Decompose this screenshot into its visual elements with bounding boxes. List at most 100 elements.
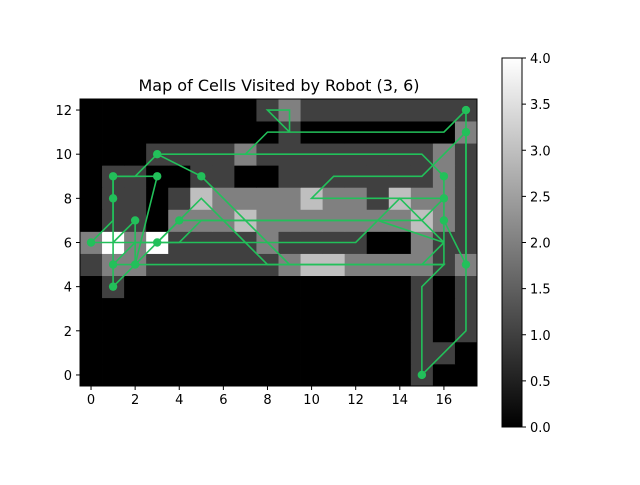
heatmap-cell (146, 275, 169, 299)
colorbar-bar (501, 57, 523, 428)
heatmap-cell (190, 363, 213, 387)
path-line (112, 175, 445, 265)
heatmap-cell (212, 121, 235, 144)
heatmap-cell (124, 319, 147, 343)
heatmap-cell (388, 341, 412, 365)
heatmap-cell (190, 297, 213, 321)
heatmap-cell (300, 341, 324, 365)
heatmap-cell (190, 121, 213, 144)
heatmap-cell (256, 319, 279, 343)
heatmap-cell (212, 275, 235, 299)
colorbar-tick-label: 2.5 (530, 190, 551, 205)
heatmap-cell (146, 99, 169, 122)
heatmap-cell (300, 297, 324, 321)
path-marker (108, 282, 118, 291)
heatmap-cell (146, 209, 169, 232)
heatmap-cell (300, 319, 324, 343)
heatmap-cell (344, 99, 368, 122)
x-tick-label: 8 (263, 393, 271, 408)
colorbar-tick-label: 3.5 (530, 98, 551, 113)
heatmap-cell (102, 143, 125, 166)
heatmap-cell (300, 363, 324, 387)
heatmap-cell (124, 341, 147, 365)
heatmap-cell (124, 143, 147, 166)
heatmap-cell (344, 363, 368, 387)
heatmap-cell (80, 253, 103, 277)
heatmap-cell (168, 297, 191, 321)
colorbar-tick-label: 1.5 (530, 283, 551, 298)
path-marker (175, 216, 184, 225)
colorbar-tick-label: 4.0 (530, 52, 551, 67)
heatmap-cell (278, 275, 301, 299)
heatmap-cell (234, 363, 257, 387)
heatmap-cell (278, 363, 301, 387)
heatmap-cell (168, 363, 191, 387)
path-marker (461, 260, 471, 269)
heatmap-cell (146, 121, 169, 144)
heatmap-cell (80, 99, 103, 122)
heatmap-cell (256, 165, 279, 188)
x-tick-label: 4 (175, 393, 183, 408)
x-tick-label: 14 (392, 393, 409, 408)
heatmap-cell (102, 99, 125, 122)
heatmap-cell (366, 99, 390, 122)
heatmap-cell (212, 165, 235, 188)
x-tick-label: 0 (87, 393, 95, 408)
heatmap-cell (124, 99, 147, 122)
y-tick-label: 0 (64, 369, 72, 384)
heatmap-cell (388, 319, 412, 343)
heatmap-cell (300, 275, 324, 299)
heatmap-cell (322, 319, 346, 343)
heatmap-cell (300, 165, 324, 188)
colorbar-tick-label: 2.0 (530, 237, 551, 252)
colorbar-tick-label: 3.0 (530, 144, 551, 159)
heatmap-cell (278, 187, 301, 210)
heatmap-cell (124, 187, 147, 210)
robot-path (90, 108, 467, 376)
colorbar: 0.0 0.5 1.0 1.5 2.0 2.5 3.0 3.5 4.0 (501, 52, 551, 436)
heatmap-cell (322, 275, 346, 299)
heatmap-cell (278, 319, 301, 343)
heatmap-cell (388, 231, 412, 254)
heatmap-cell (256, 187, 279, 210)
heatmap-cell (388, 297, 412, 321)
heatmap-cell (234, 99, 257, 122)
heatmap-cell (168, 121, 191, 144)
colorbar-tick-label: 0.0 (530, 421, 551, 436)
heatmap-cell (234, 297, 257, 321)
heatmap-cell (190, 275, 213, 299)
x-axis-ticks: 0 2 4 6 8 10 12 14 16 (87, 386, 452, 408)
heatmap-cell (256, 341, 279, 365)
heatmap-cell (102, 363, 125, 387)
path-marker (152, 172, 162, 181)
x-tick-label: 10 (303, 393, 320, 408)
heatmap-cell (278, 341, 301, 365)
path-marker (152, 149, 162, 159)
heatmap-cell (344, 275, 368, 299)
heatmap-cell (190, 341, 213, 365)
path-marker (439, 194, 449, 203)
heatmap-cell (146, 319, 169, 343)
heatmap-cell (212, 363, 235, 387)
heatmap-cell (388, 99, 412, 122)
colorbar-tick-label: 0.5 (530, 375, 551, 390)
heatmap-cell (432, 297, 456, 321)
path-marker (439, 172, 449, 181)
heatmap-cell (80, 209, 103, 232)
heatmap-cell (212, 297, 235, 321)
chart-title: Map of Cells Visited by Robot (3, 6) (138, 76, 419, 95)
path-marker (461, 127, 471, 137)
path-marker (439, 216, 449, 225)
heatmap-cell (322, 99, 346, 122)
heatmap-cell (146, 363, 169, 387)
y-tick-label: 6 (64, 237, 72, 252)
path-marker (130, 260, 140, 269)
heatmap-cell (278, 297, 301, 321)
heatmap-cell (80, 187, 103, 210)
heatmap-cell (344, 319, 368, 343)
heatmap-cell (168, 319, 191, 343)
heatmap-cell (300, 99, 324, 122)
robot-markers (86, 105, 471, 380)
heatmap-cell (366, 341, 390, 365)
